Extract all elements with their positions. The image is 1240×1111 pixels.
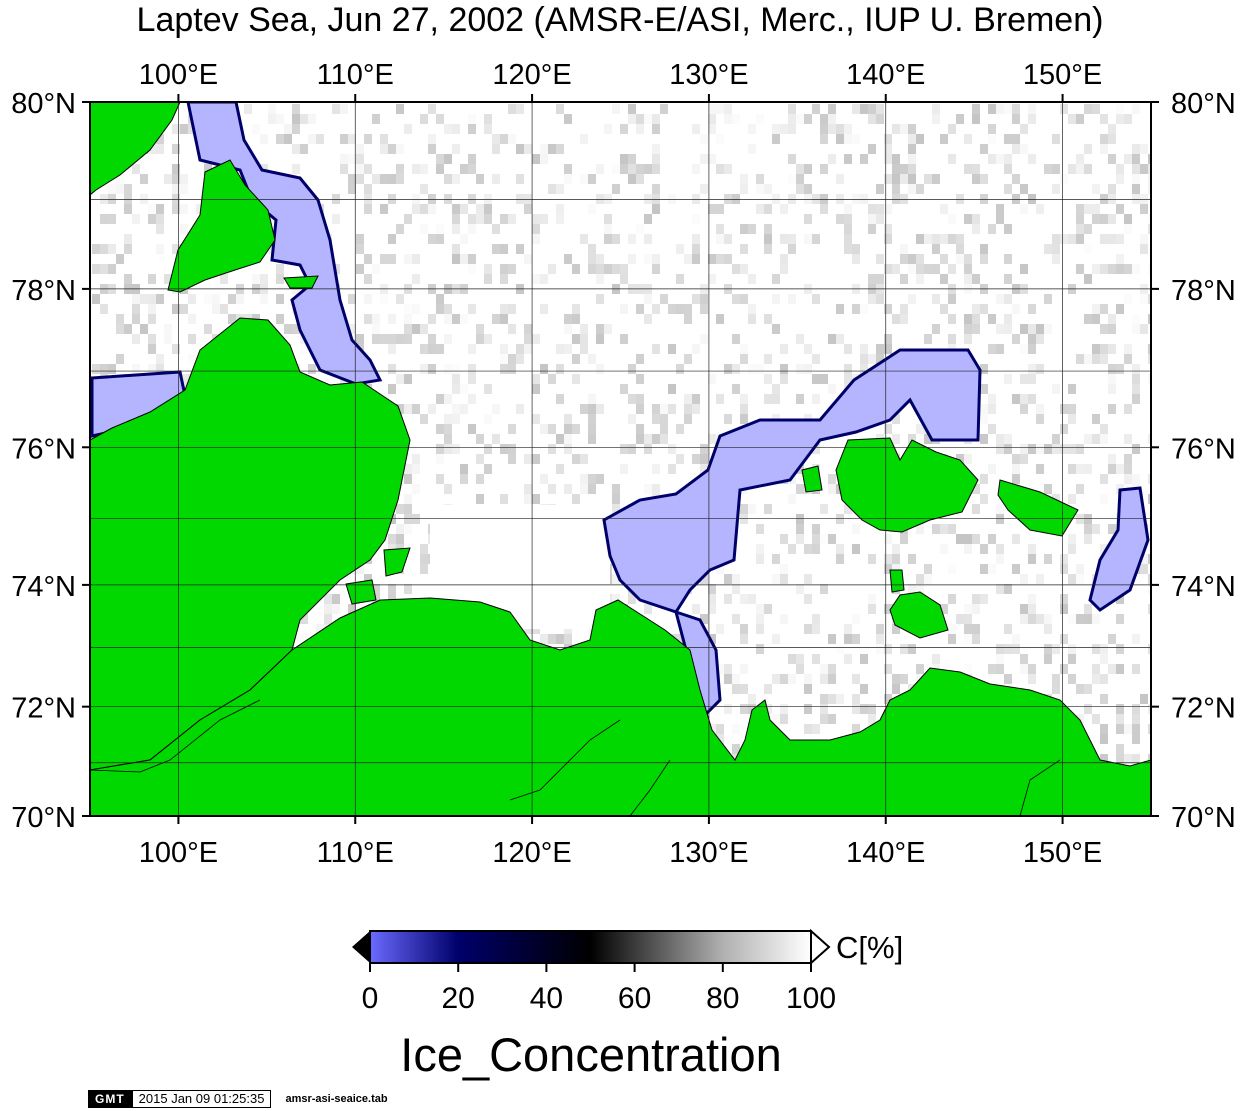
lat-tick-label-right: 70°N: [1171, 802, 1236, 834]
lat-tick-label-left: 78°N: [11, 275, 76, 307]
lat-tick-label-right: 74°N: [1171, 571, 1236, 603]
lon-tick-label-bottom: 130°E: [669, 837, 748, 869]
lon-tick-label-bottom: 140°E: [846, 837, 925, 869]
small-island-south: [889, 569, 905, 593]
lon-tick-label-top: 140°E: [846, 59, 925, 91]
severnaya-zemlya-island: [167, 159, 276, 293]
colorbar-low-triangle: [352, 931, 370, 963]
colorbar: 0 20 40 60 80 100: [352, 928, 836, 1015]
colorbar-unit: C[%]: [836, 930, 904, 965]
colorbar-tick-label: 0: [362, 982, 379, 1015]
colorbar-tick-label: 80: [706, 982, 739, 1015]
kotelny-island: [835, 437, 979, 533]
lat-tick-label-right: 72°N: [1171, 693, 1236, 725]
lon-tick-label-top: 130°E: [669, 59, 748, 91]
new-siberian-islands-east: [997, 479, 1079, 537]
lat-tick-label-left: 70°N: [11, 802, 76, 834]
timestamp: 2015 Jan 09 01:25:35: [131, 1090, 272, 1108]
lat-tick-label-left: 80°N: [11, 88, 76, 120]
colorbar-tick-label: 60: [618, 982, 651, 1015]
lat-tick-label-right: 80°N: [1171, 88, 1236, 120]
colorbar-tick-label: 40: [530, 982, 563, 1015]
lat-tick-label-right: 78°N: [1171, 275, 1236, 307]
small-island-central: [801, 465, 823, 493]
lat-tick-label-right: 76°N: [1171, 433, 1236, 465]
lat-tick-label-left: 76°N: [11, 433, 76, 465]
lon-tick-label-top: 100°E: [139, 59, 218, 91]
rivers: [90, 699, 1061, 816]
small-island-west: [283, 275, 319, 289]
map-frame: [89, 101, 1152, 817]
colorbar-ticks: 0 20 40 60 80 100: [362, 963, 836, 1015]
footer: GMT 2015 Jan 09 01:25:35 amsr-asi-seaice…: [88, 1090, 388, 1108]
command-name: amsr-asi-seaice.tab: [285, 1093, 388, 1105]
lon-tick-label-bottom: 110°E: [317, 837, 394, 869]
lon-tick-label-bottom: 100°E: [139, 837, 218, 869]
map-title: Laptev Sea, Jun 27, 2002 (AMSR-E/ASI, Me…: [136, 1, 1104, 39]
lat-tick-label-left: 74°N: [11, 571, 76, 603]
bolshoy-lyakhovsky-island: [889, 591, 949, 639]
colorbar-tick-label: 100: [786, 982, 836, 1015]
islet-west-2: [345, 579, 377, 605]
axis-ticks: 100°E 100°E 110°E 110°E 120°E 120°E 130°E 130°E…: [11, 59, 1236, 869]
lon-tick-label-top: 150°E: [1023, 59, 1102, 91]
colorbar-bar: [369, 930, 812, 964]
variable-title: Ice_Concentration: [400, 1028, 782, 1081]
colorbar-tick-label: 20: [442, 982, 475, 1015]
lon-tick-label-bottom: 150°E: [1023, 837, 1102, 869]
gmt-logo: GMT: [88, 1090, 132, 1108]
colorbar-high-triangle: [810, 928, 831, 966]
lat-tick-label-left: 72°N: [11, 693, 76, 725]
islet-west: [383, 547, 411, 577]
lon-tick-label-bottom: 120°E: [492, 837, 571, 869]
map-content: [90, 102, 1151, 816]
lon-tick-label-top: 120°E: [492, 59, 571, 91]
lon-tick-label-top: 110°E: [317, 59, 394, 91]
graticule: [90, 102, 1151, 816]
